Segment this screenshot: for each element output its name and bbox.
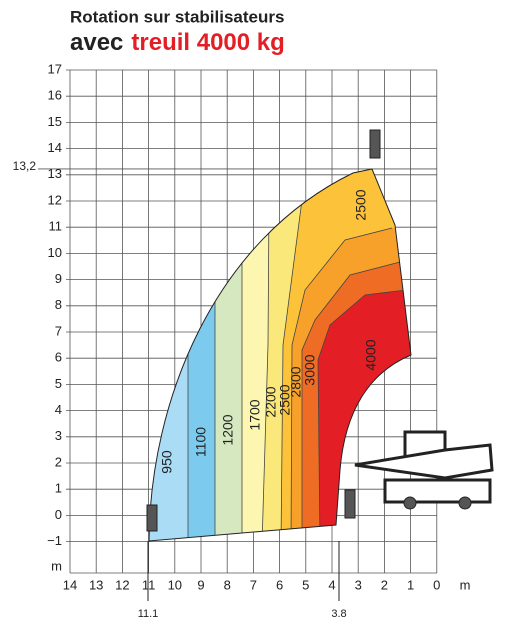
- y-tick-label: 13: [48, 166, 62, 181]
- x-tick-label: 1: [407, 577, 414, 592]
- zone-label: 3000: [302, 354, 318, 385]
- x-marker-label: 3.8: [331, 608, 346, 620]
- y-marker-label: 13,2: [13, 159, 37, 173]
- x-unit: m: [460, 577, 471, 592]
- zone-3000: [302, 262, 411, 541]
- zone-label: 2500: [353, 189, 369, 220]
- y-tick-label: −1: [47, 533, 62, 548]
- x-tick-label: 14: [63, 577, 77, 592]
- y-tick-label: 10: [48, 245, 62, 260]
- zone-1200: [215, 169, 242, 541]
- y-tick-label: 15: [48, 114, 62, 129]
- x-tick-label: 8: [224, 577, 231, 592]
- x-tick-label: 7: [250, 577, 257, 592]
- machine: [146, 129, 494, 532]
- y-tick-label: 9: [55, 271, 62, 286]
- title-highlight: treuil 4000 kg: [131, 29, 284, 56]
- zone-label: 1100: [193, 427, 209, 457]
- y-tick-label: 0: [55, 507, 62, 522]
- x-tick-label: 5: [302, 577, 309, 592]
- x-tick-label: 4: [328, 577, 335, 592]
- title-line1: Rotation sur stabilisateurs: [70, 7, 284, 26]
- y-tick-label: 12: [48, 192, 62, 207]
- zone-label: 950: [159, 450, 175, 474]
- x-tick-label: 12: [115, 577, 129, 592]
- y-tick-label: 4: [55, 402, 62, 417]
- y-tick-label: 11: [49, 219, 63, 234]
- y-tick-label: 16: [48, 88, 62, 103]
- zone-label: 1700: [247, 399, 263, 430]
- x-tick-label: 0: [433, 577, 440, 592]
- zone-label: 2200: [263, 386, 279, 417]
- x-tick-label: 9: [197, 577, 204, 592]
- x-tick-label: 10: [168, 577, 182, 592]
- zone-label: 2800: [288, 366, 304, 397]
- y-tick-label: 6: [55, 350, 62, 365]
- x-marker-label: 11.1: [138, 608, 159, 620]
- x-tick-label: 6: [276, 577, 283, 592]
- y-tick-label: 7: [55, 323, 62, 338]
- y-tick-label: 2: [55, 454, 62, 469]
- y-tick-label: 1: [55, 481, 62, 496]
- y-unit: m: [51, 558, 62, 573]
- y-tick-label: 17: [48, 61, 62, 76]
- zone-1100: [188, 169, 215, 541]
- envelope: [148, 168, 412, 542]
- title-prefix: avec: [70, 29, 123, 56]
- y-tick-label: 5: [55, 376, 62, 391]
- x-tick-label: 3: [355, 577, 362, 592]
- zone-950: [149, 169, 188, 541]
- x-tick-label: 2: [381, 577, 388, 592]
- zones: [149, 169, 411, 541]
- zone-label: 1200: [220, 414, 236, 445]
- y-tick-label: 14: [48, 140, 62, 155]
- zone-label: 4000: [363, 339, 379, 370]
- x-tick-label: 11: [142, 577, 156, 592]
- y-tick-label: 8: [55, 297, 62, 312]
- y-tick-label: 3: [55, 428, 62, 443]
- title-line2: avec treuil 4000 kg: [70, 29, 285, 56]
- zone-label: 2500: [277, 384, 293, 415]
- x-tick-label: 13: [89, 577, 103, 592]
